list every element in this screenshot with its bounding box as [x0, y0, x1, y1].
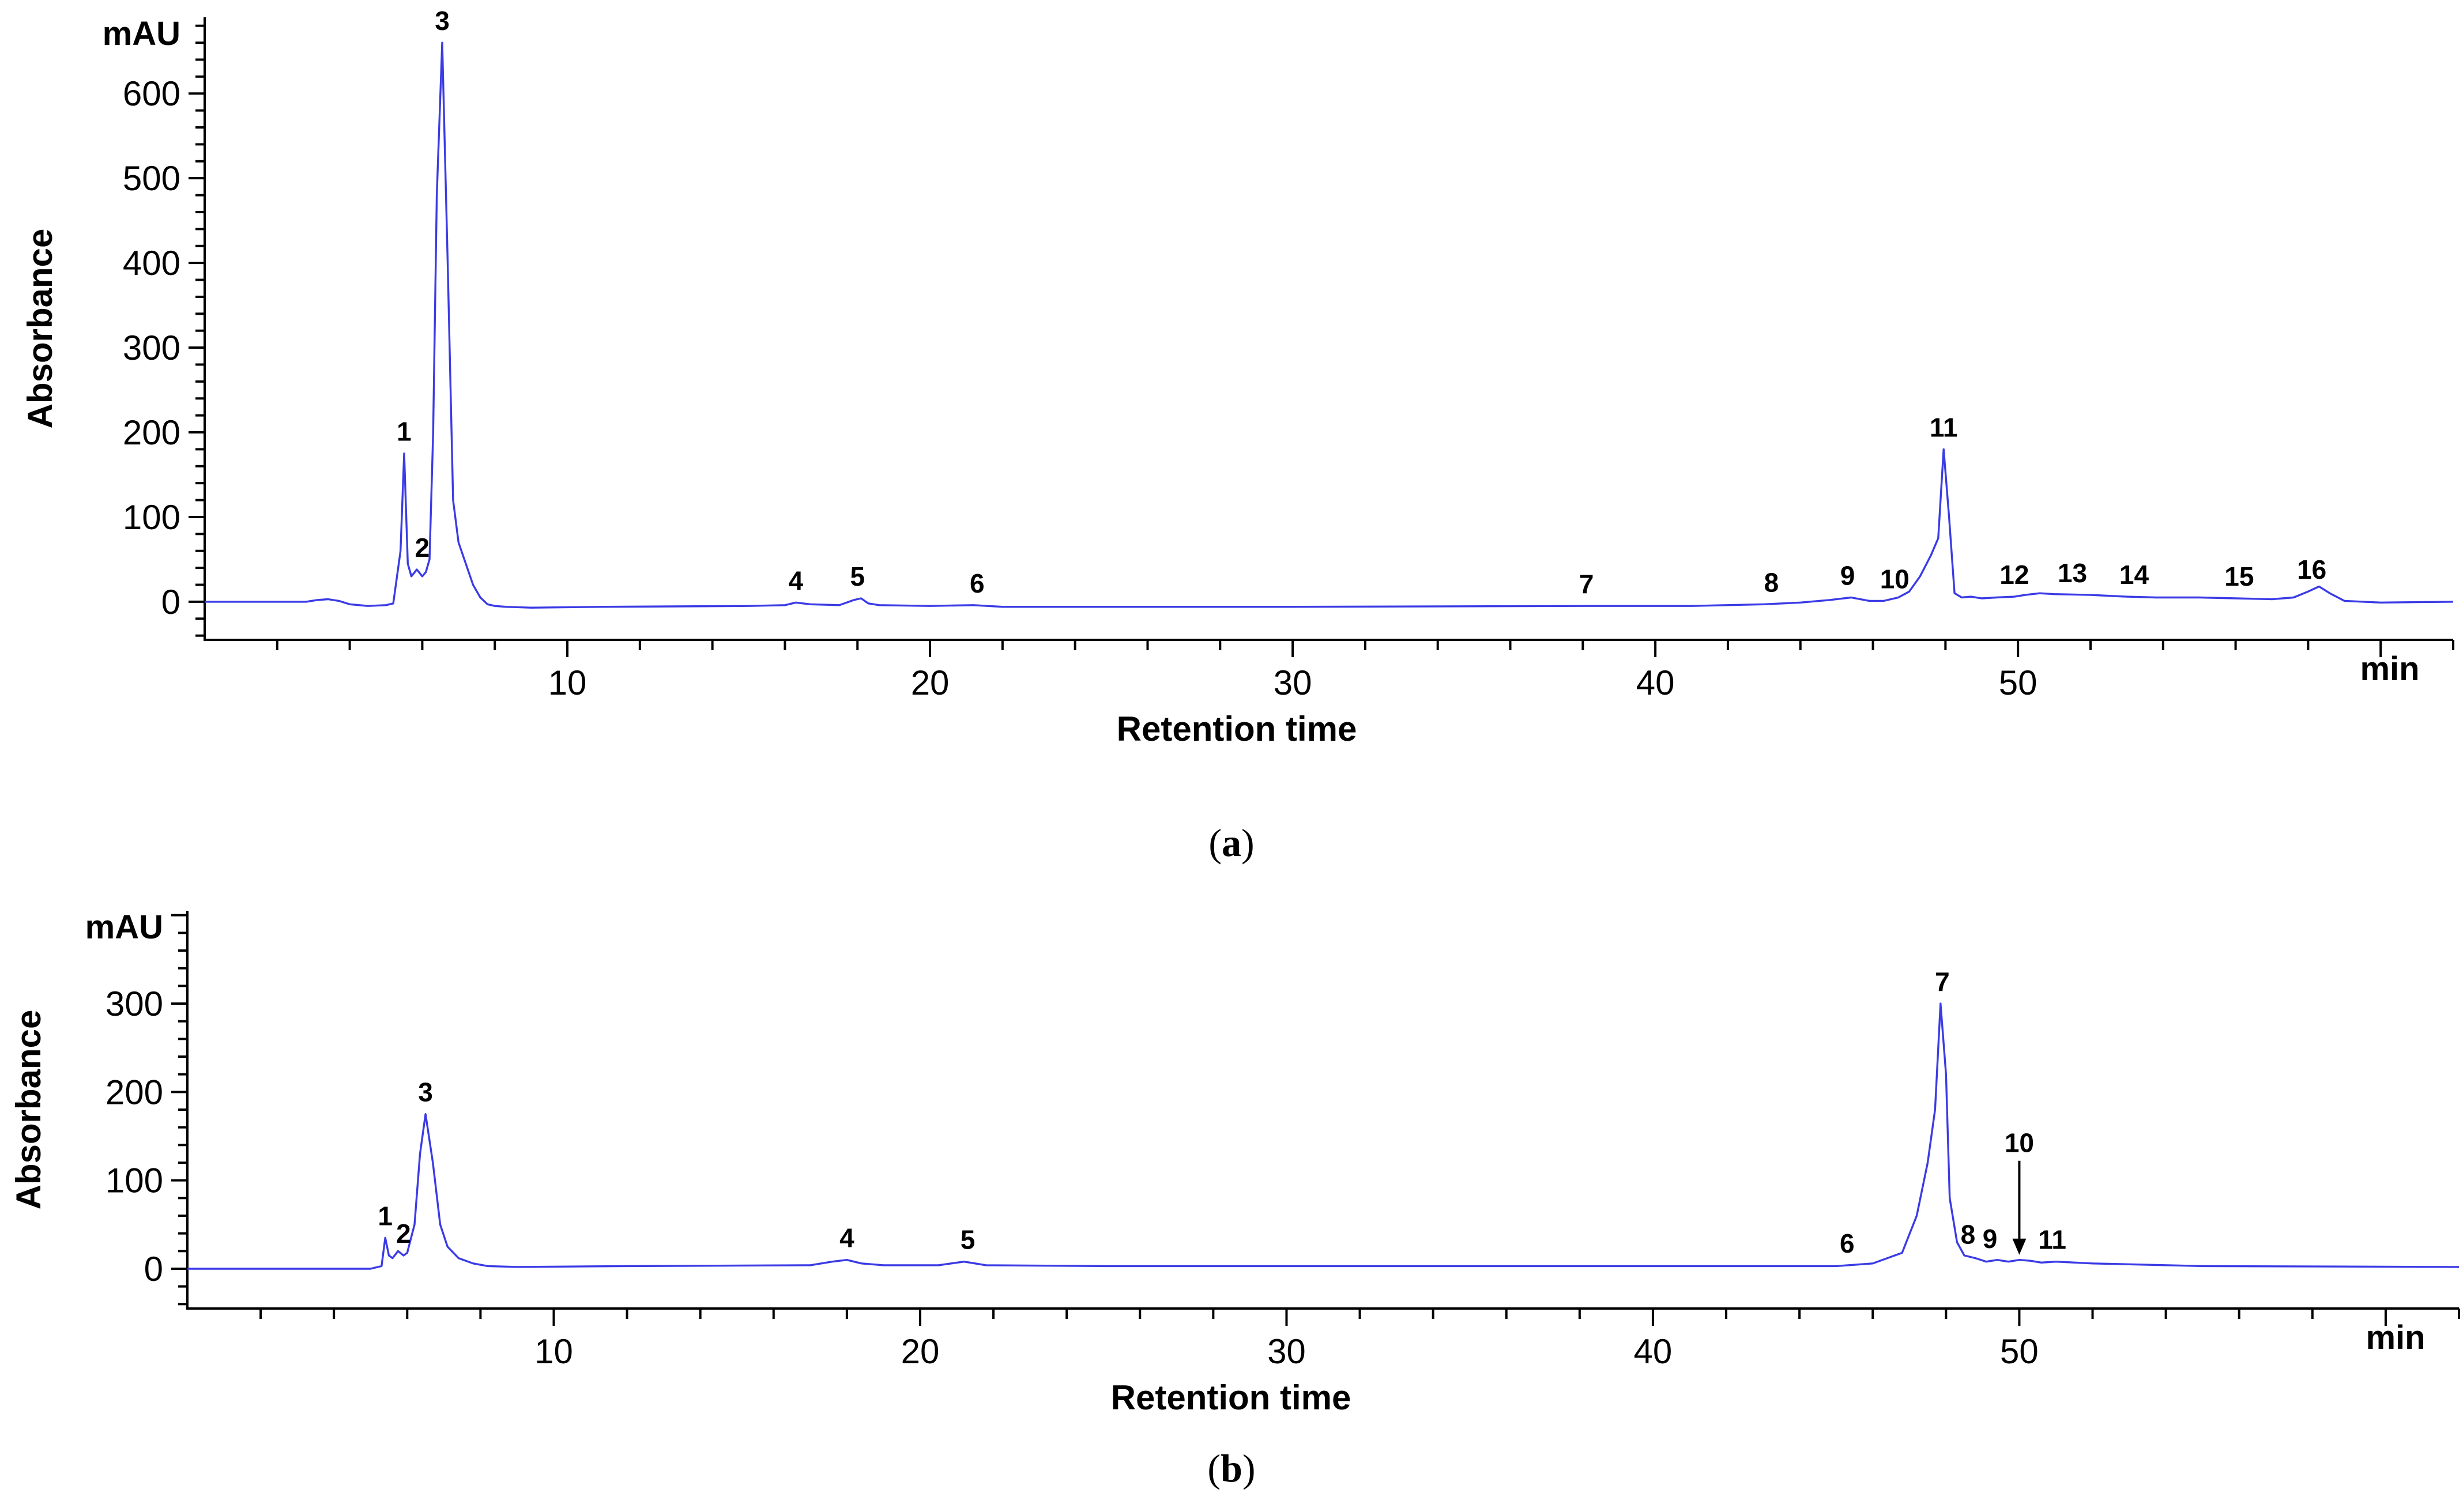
chart-b-y-unit: mAU [85, 908, 163, 946]
chart-a-y-tick-label: 300 [123, 329, 180, 367]
chart-b-peak-label: 6 [1840, 1228, 1855, 1258]
chart-b-peak-label: 5 [961, 1225, 976, 1255]
chart-a-y-axis-title: Absorbance [21, 229, 59, 429]
chart-b-x-tick-label: 30 [1267, 1332, 1306, 1371]
chart-a-peak-label: 16 [2297, 555, 2326, 585]
chart-a-axes [204, 17, 2453, 641]
chart-a-peak-label: 10 [1880, 564, 1910, 594]
chart-b-peak-label: 1 [378, 1201, 393, 1231]
chart-a-peak-label: 4 [789, 565, 804, 595]
chart-a-peak-label: 14 [2119, 560, 2149, 590]
chart-b-peak-label: 4 [839, 1223, 854, 1253]
chart-a-y-tick-label: 0 [161, 583, 180, 621]
chart-a-x-tick-label: 10 [548, 663, 587, 702]
chart-a-y-tick-label: 100 [123, 498, 180, 537]
chart-b-x-tick-label: 40 [1634, 1332, 1673, 1371]
chart-a-peak-label: 13 [2058, 558, 2087, 588]
chart-b-peak-label: 9 [1983, 1224, 1998, 1254]
chart-b-peak-label: 7 [1935, 967, 1950, 997]
chart-a-peak-label: 1 [397, 417, 412, 447]
chart-a-caption-letter: a [1222, 821, 1241, 865]
chart-a-peak-label: 15 [2224, 561, 2254, 591]
chart-a-x-tick-label: 20 [911, 663, 950, 702]
chart-b-peak-label: 11 [2038, 1225, 2066, 1255]
chart-a-x-tick-label: 30 [1274, 663, 1312, 702]
chart-b-axes [186, 911, 2459, 1310]
chart-a-y-tick-label: 500 [123, 159, 180, 198]
chart-a-x-tick-label: 50 [1999, 663, 2038, 702]
chart-b-x-tick-label: 10 [534, 1332, 573, 1371]
chart-b-y-tick-label: 200 [106, 1073, 163, 1111]
chart-a-trace-line [205, 42, 2454, 609]
chart-a: 0 100 200 300 400 500 600 10 20 30 40 50 mAU min Absor… [21, 6, 2454, 865]
chart-b: 0 100 200 300 10 20 30 40 50 mAU min Absorbance Rete… [9, 908, 2460, 1490]
chart-b-trace-line [187, 1002, 2460, 1270]
chart-b-peak-label: 10 [2005, 1128, 2034, 1158]
chart-b-y-tick-label: 300 [106, 985, 163, 1023]
chart-b-y-tick-label: 0 [144, 1250, 163, 1288]
chart-a-peak-label: 2 [415, 533, 430, 563]
chart-b-peak-label: 2 [396, 1219, 411, 1249]
chart-a-peak-label: 3 [435, 6, 450, 36]
chart-b-y-axis-title: Absorbance [9, 1010, 48, 1210]
chart-a-peak-label: 9 [1840, 561, 1855, 591]
chart-b-caption-letter: b [1221, 1446, 1242, 1490]
chart-b-peak-label: 8 [1961, 1220, 1976, 1250]
chart-a-peak-label: 5 [850, 561, 865, 591]
chart-a-peak-label: 7 [1579, 569, 1594, 599]
chart-a-caption: (a) [1208, 821, 1254, 865]
chart-b-x-tick-label: 20 [901, 1332, 940, 1371]
chart-a-y-tick-label: 400 [123, 244, 180, 282]
chart-a-peak-label: 8 [1764, 567, 1779, 597]
chart-b-caption: (b) [1207, 1446, 1255, 1490]
chart-a-peak-label: 11 [1930, 412, 1958, 442]
chart-b-peak-label: 3 [418, 1077, 433, 1107]
chart-a-x-unit: min [2360, 650, 2419, 688]
chart-b-x-tick-label: 50 [2000, 1332, 2039, 1371]
chart-a-peak-label: 12 [1999, 560, 2029, 590]
chart-a-y-unit: mAU [103, 15, 180, 52]
chart-a-y-tick-label: 200 [123, 413, 180, 452]
chart-b-y-tick-label: 100 [106, 1162, 163, 1200]
chart-a-x-tick-label: 40 [1636, 663, 1675, 702]
chart-b-x-unit: min [2366, 1319, 2425, 1356]
chart-a-y-tick-label: 600 [123, 74, 180, 113]
chart-b-x-axis-title: Retention time [1111, 1378, 1351, 1417]
chart-a-x-axis-title: Retention time [1117, 710, 1357, 748]
chart-b-peak-arrow-head [2012, 1238, 2027, 1255]
chart-a-peak-label: 6 [970, 568, 985, 598]
